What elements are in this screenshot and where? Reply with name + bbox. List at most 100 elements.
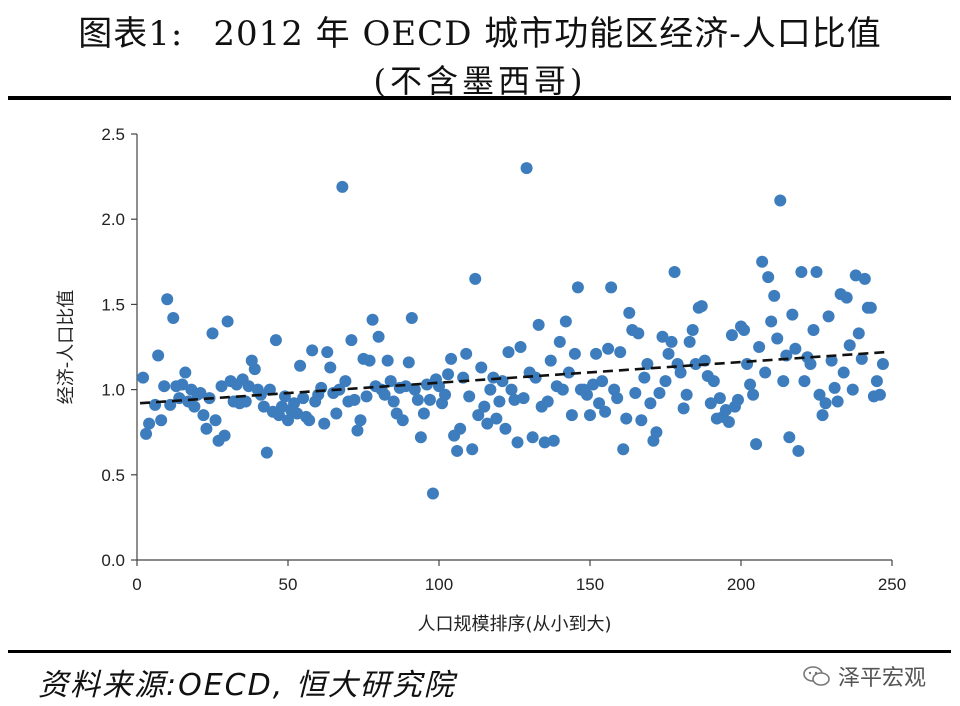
data-point [580,388,593,401]
data-point [762,271,775,284]
x-tick-label: 100 [425,575,453,594]
chart-title: 图表1: 2012 年 OECD 城市功能区经济-人口比值 [0,6,960,55]
data-point [454,422,467,435]
x-tick-label: 0 [132,575,141,594]
data-point [239,395,252,408]
data-point [417,407,430,420]
data-point [420,378,433,391]
data-point [345,334,358,347]
data-point [840,291,853,304]
data-point [771,332,784,345]
data-point [846,383,859,396]
data-point [750,438,763,451]
data-point [360,390,373,403]
data-point [553,335,566,348]
y-axis-title: 经济-人口比值 [56,290,77,405]
data-point [439,388,452,401]
chart-subtitle: (不含墨西哥) [373,62,587,100]
data-point [747,388,760,401]
data-point [587,378,600,391]
data-point [526,431,539,444]
data-point [571,281,584,294]
data-point [599,405,612,418]
data-point [741,358,754,371]
data-point [167,312,180,325]
data-point [680,388,693,401]
data-point [140,427,153,440]
data-point [466,443,479,456]
data-point [804,358,817,371]
data-point [372,330,385,343]
data-point [659,375,672,388]
data-point [423,393,436,406]
data-point [161,293,174,306]
data-point [813,388,826,401]
data-point [396,414,409,427]
data-point [496,375,509,388]
data-point [206,327,219,340]
data-point [611,392,624,405]
data-point [378,388,391,401]
data-point [565,409,578,422]
top-divider [8,96,951,100]
data-point [707,375,720,388]
data-point [819,397,832,410]
data-point [828,381,841,394]
data-point [502,346,515,359]
figure-number: 图表1: [78,14,184,54]
data-point [269,334,282,347]
x-tick-label: 200 [727,575,755,594]
data-point [629,387,642,400]
chart-title-text: 2012 年 OECD 城市功能区经济-人口比值 [213,14,882,54]
y-tick-label: 1.0 [101,381,125,400]
data-point [330,407,343,420]
data-point [306,344,319,357]
data-point [460,347,473,360]
data-point [257,400,270,413]
data-point [532,318,545,331]
data-point [689,358,702,371]
data-point [650,426,663,439]
data-point [825,354,838,367]
data-point [354,414,367,427]
data-point [188,400,201,413]
data-point [677,402,690,415]
data-point [336,180,349,193]
data-point [260,446,273,459]
data-point [209,414,222,427]
data-point [731,393,744,406]
data-point [484,383,497,396]
data-point [179,366,192,379]
data-point [242,380,255,393]
data-point [493,395,506,408]
data-point [725,329,738,342]
y-tick-label: 0.5 [101,466,125,485]
data-point [653,387,666,400]
data-point [248,363,261,376]
data-point [402,356,415,369]
data-point [348,393,361,406]
data-point [774,194,787,207]
data-point [783,431,796,444]
x-tick-label: 50 [279,575,298,594]
data-point [511,436,524,449]
data-point [620,412,633,425]
chart-axes: 0.0 0.5 1.0 1.5 2.0 2.5 0 50 100 150 200 250 [101,125,906,594]
data-point [176,378,189,391]
data-point [194,387,207,400]
data-point [215,380,228,393]
data-point [777,375,790,388]
data-point [288,397,301,410]
data-point [852,327,865,340]
data-point [686,323,699,336]
data-point [789,342,802,355]
data-point [683,335,696,348]
data-point [722,415,735,428]
data-points [137,162,889,500]
data-point [837,366,850,379]
data-point [719,404,732,417]
data-point [807,323,820,336]
data-point [297,392,310,405]
data-point [816,409,829,422]
data-point [282,414,294,427]
